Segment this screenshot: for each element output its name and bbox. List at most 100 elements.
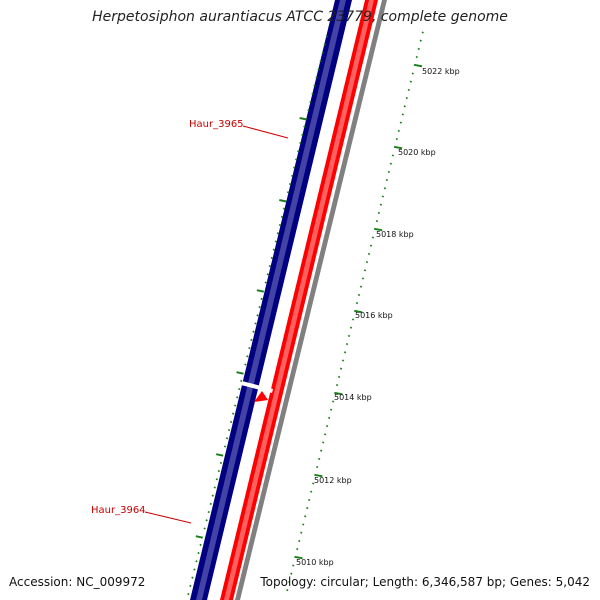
minor-tick (371, 236, 375, 239)
inner-minor-tick (278, 223, 282, 227)
minor-tick (341, 359, 345, 362)
inner-minor-tick (244, 363, 247, 366)
inner-minor-tick (250, 338, 253, 342)
inner-minor-tick (223, 445, 227, 448)
major-tick (374, 227, 383, 232)
minor-tick (296, 547, 299, 551)
inner-minor-tick (209, 502, 212, 506)
inner-minor-tick (235, 396, 239, 399)
gene-label-haur-3965[interactable]: Haur_3965 (189, 119, 244, 130)
minor-tick (302, 523, 305, 526)
scale-label-5012: 5012 kbp (314, 476, 352, 485)
inner-minor-tick (195, 560, 198, 563)
minor-tick (381, 195, 385, 198)
inner-minor-tick (325, 35, 328, 38)
minor-tick (411, 72, 414, 75)
inner-minor-tick (288, 182, 292, 186)
minor-tick (363, 269, 367, 272)
major-tick (393, 145, 403, 150)
minor-tick (317, 457, 321, 461)
inner-minor-tick (231, 412, 235, 415)
inner-minor-tick (246, 355, 249, 358)
minor-tick (347, 334, 351, 338)
inner-minor-tick (219, 461, 223, 465)
scale-label-5022: 5022 kbp (422, 67, 460, 76)
minor-tick (379, 203, 383, 206)
inner-minor-tick (311, 92, 314, 96)
forward-strand-highlight (196, 0, 346, 600)
minor-tick (409, 80, 412, 83)
minor-tick (397, 129, 401, 133)
inner-minor-tick (207, 510, 210, 514)
minor-tick (367, 252, 371, 256)
minor-tick (288, 580, 291, 584)
minor-tick (327, 416, 331, 420)
inner-minor-tick (191, 576, 194, 579)
minor-tick (307, 498, 311, 502)
minor-tick (337, 375, 341, 379)
minor-tick (325, 424, 329, 428)
inner-minor-tick (227, 428, 231, 432)
inner-minor-tick (233, 404, 237, 407)
minor-tick (339, 367, 343, 370)
inner-minor-tick (260, 297, 263, 301)
inner-minor-tick (211, 494, 214, 497)
inner-minor-tick (252, 330, 255, 333)
minor-tick (419, 39, 422, 42)
inner-minor-tick (295, 158, 298, 161)
inner-major-tick (279, 199, 287, 203)
inner-major-tick (195, 535, 204, 539)
major-tick (294, 555, 303, 560)
inner-minor-tick (301, 133, 304, 137)
major-tick (334, 391, 343, 396)
minor-tick (359, 285, 363, 288)
minor-tick (335, 383, 339, 387)
minor-tick (387, 170, 391, 174)
minor-tick (385, 178, 389, 182)
gene-leader-haur-3964 (144, 511, 192, 524)
minor-tick (391, 154, 395, 157)
inner-major-tick (299, 117, 307, 121)
inner-minor-tick (319, 59, 322, 63)
minor-tick (403, 105, 407, 108)
inner-minor-tick (254, 322, 257, 325)
major-tick (413, 63, 423, 68)
minor-tick (290, 572, 293, 575)
inner-minor-tick (276, 232, 280, 235)
minor-tick (389, 162, 393, 165)
inner-minor-tick (205, 519, 208, 522)
inner-minor-tick (270, 256, 273, 260)
minor-tick (401, 113, 405, 116)
inner-minor-tick (215, 478, 219, 481)
minor-tick (331, 400, 335, 403)
inner-minor-tick (286, 191, 290, 194)
scale-label-5010: 5010 kbp (296, 558, 334, 567)
inner-minor-tick (292, 166, 296, 169)
inner-minor-tick (264, 281, 267, 284)
gene-label-haur-3964[interactable]: Haur_3964 (91, 505, 146, 516)
inner-major-tick (256, 289, 265, 293)
minor-tick (351, 318, 355, 321)
minor-tick (315, 465, 319, 469)
inner-minor-tick (268, 264, 271, 268)
inner-minor-tick (193, 568, 196, 571)
minor-tick (286, 588, 289, 592)
minor-tick (323, 433, 327, 436)
scale-label-5014: 5014 kbp (334, 393, 372, 402)
minor-tick (319, 449, 323, 452)
major-tick (354, 309, 363, 314)
inner-minor-tick (199, 543, 202, 547)
reverse-strand-highlight (224, 0, 374, 600)
genome-summary-text: Topology: circular; Length: 6,346,587 bp… (260, 575, 590, 589)
scale-label-5020: 5020 kbp (398, 148, 436, 157)
inner-minor-tick (238, 387, 241, 391)
minor-tick (321, 441, 325, 444)
minor-tick (383, 187, 387, 190)
scale-ticks (286, 31, 424, 592)
inner-minor-tick (203, 527, 206, 530)
minor-tick (345, 342, 349, 346)
inner-minor-tick (309, 100, 312, 104)
inner-major-tick (236, 371, 244, 375)
